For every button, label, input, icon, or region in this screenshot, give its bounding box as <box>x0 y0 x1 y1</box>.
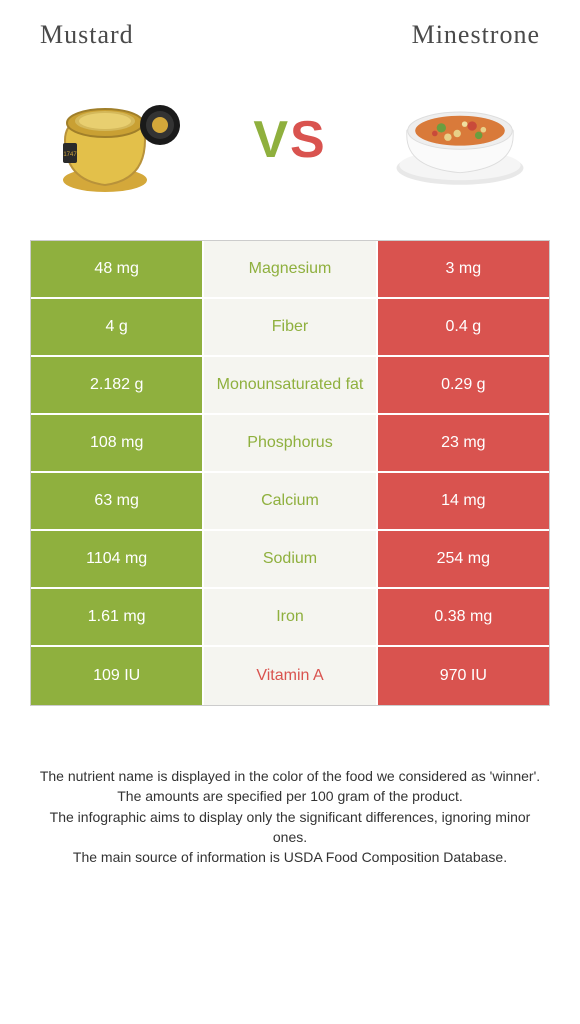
table-row: 1104 mgSodium254 mg <box>31 531 549 589</box>
table-row: 48 mgMagnesium3 mg <box>31 241 549 299</box>
vs-label: VS <box>253 110 326 170</box>
footer-line: The main source of information is USDA F… <box>35 847 545 867</box>
right-food-title: Minestrone <box>412 20 540 50</box>
left-value-cell: 4 g <box>31 299 204 355</box>
left-value-cell: 108 mg <box>31 415 204 471</box>
footer-line: The infographic aims to display only the… <box>35 807 545 848</box>
right-value-cell: 254 mg <box>378 531 549 587</box>
table-row: 63 mgCalcium14 mg <box>31 473 549 531</box>
nutrient-label-cell: Calcium <box>204 473 377 529</box>
nutrient-label-cell: Iron <box>204 589 377 645</box>
nutrient-label-cell: Phosphorus <box>204 415 377 471</box>
nutrient-label-cell: Sodium <box>204 531 377 587</box>
left-value-cell: 2.182 g <box>31 357 204 413</box>
right-value-cell: 14 mg <box>378 473 549 529</box>
left-value-cell: 63 mg <box>31 473 204 529</box>
svg-text:1747: 1747 <box>63 152 77 158</box>
right-value-cell: 23 mg <box>378 415 549 471</box>
left-value-cell: 109 IU <box>31 647 204 705</box>
left-value-cell: 1.61 mg <box>31 589 204 645</box>
right-value-cell: 0.4 g <box>378 299 549 355</box>
soup-bowl-icon <box>390 85 530 195</box>
vs-s: S <box>290 111 327 169</box>
table-row: 108 mgPhosphorus23 mg <box>31 415 549 473</box>
nutrient-table: 48 mgMagnesium3 mg4 gFiber0.4 g2.182 gMo… <box>30 240 550 706</box>
right-value-cell: 970 IU <box>378 647 549 705</box>
minestrone-image <box>390 80 530 200</box>
left-food-title: Mustard <box>40 20 134 50</box>
table-row: 2.182 gMonounsaturated fat0.29 g <box>31 357 549 415</box>
table-row: 1.61 mgIron0.38 mg <box>31 589 549 647</box>
nutrient-label-cell: Monounsaturated fat <box>204 357 377 413</box>
footer-notes: The nutrient name is displayed in the co… <box>30 766 550 867</box>
nutrient-label-cell: Vitamin A <box>204 647 377 705</box>
footer-line: The nutrient name is displayed in the co… <box>35 766 545 786</box>
right-value-cell: 0.38 mg <box>378 589 549 645</box>
vs-row: 1747 VS <box>30 80 550 200</box>
right-value-cell: 0.29 g <box>378 357 549 413</box>
nutrient-label-cell: Magnesium <box>204 241 377 297</box>
right-value-cell: 3 mg <box>378 241 549 297</box>
left-value-cell: 1104 mg <box>31 531 204 587</box>
left-value-cell: 48 mg <box>31 241 204 297</box>
mustard-jar-icon: 1747 <box>55 85 185 195</box>
mustard-image: 1747 <box>50 80 190 200</box>
table-row: 4 gFiber0.4 g <box>31 299 549 357</box>
table-row: 109 IUVitamin A970 IU <box>31 647 549 705</box>
header: Mustard Minestrone <box>30 20 550 50</box>
nutrient-label-cell: Fiber <box>204 299 377 355</box>
vs-v: V <box>253 111 290 169</box>
footer-line: The amounts are specified per 100 gram o… <box>35 786 545 806</box>
